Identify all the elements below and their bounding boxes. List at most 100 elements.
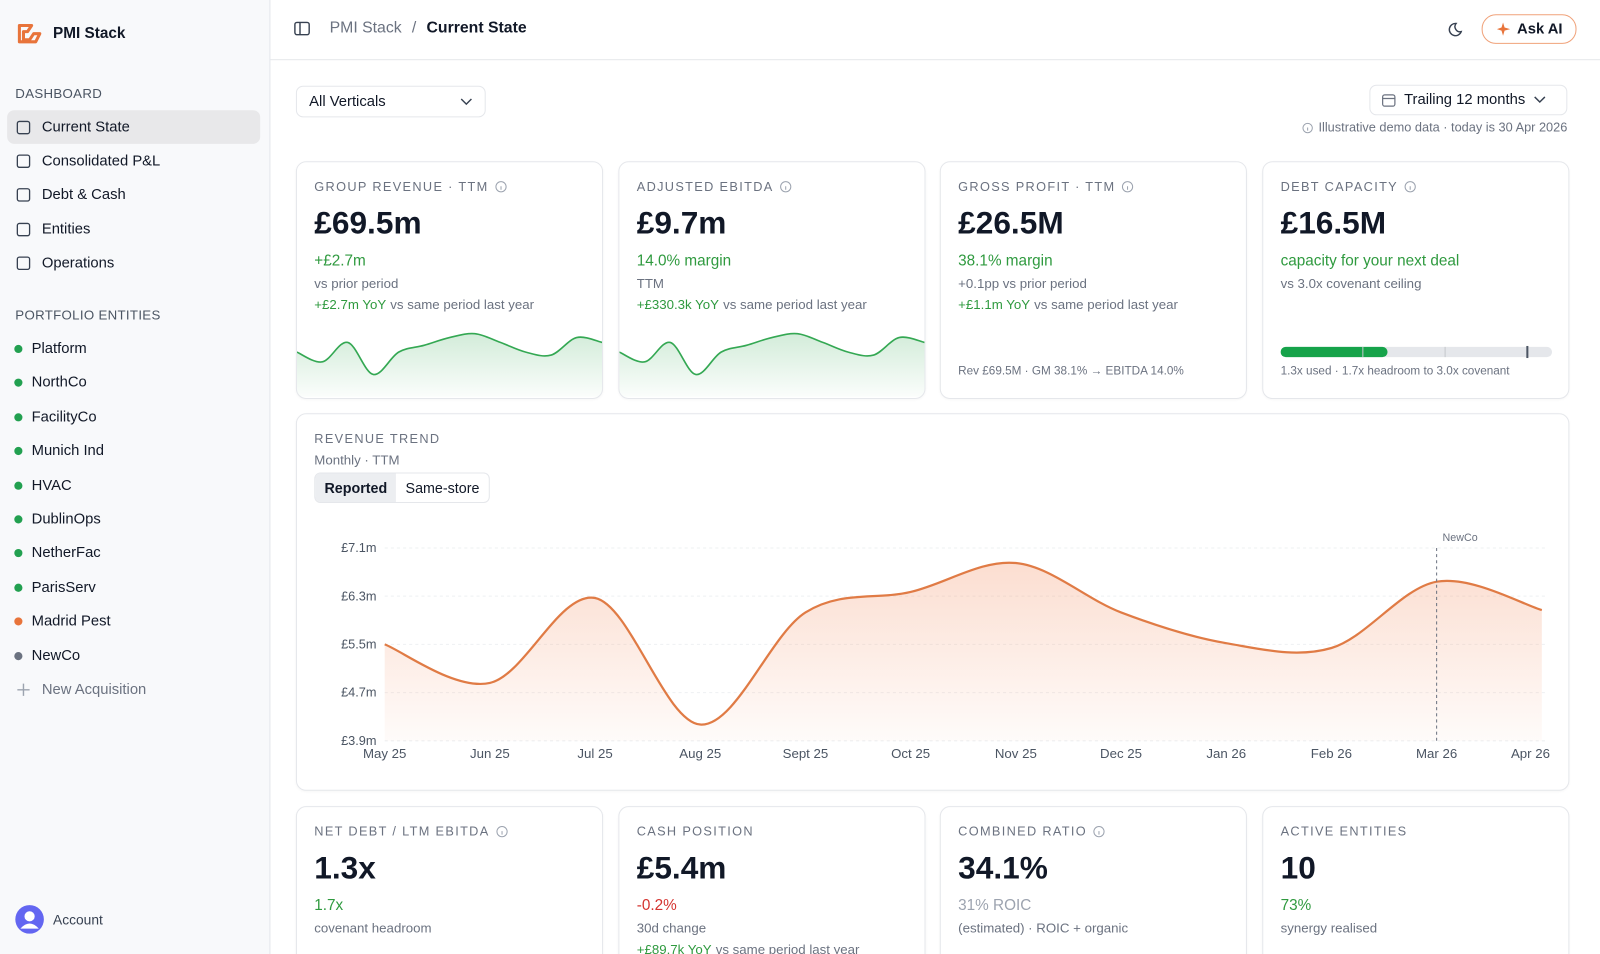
kpi-label: DEBT CAPACITY	[1281, 180, 1417, 194]
entity-item[interactable]: HVAC	[14, 473, 72, 497]
nav-item[interactable]: Consolidated P&L	[7, 144, 260, 178]
kpi-sub: 30d change	[636, 920, 707, 936]
entity-dot	[14, 617, 23, 626]
period-select[interactable]: Trailing 12 months	[1369, 84, 1568, 116]
kpi-value: 1.3x	[314, 849, 376, 886]
kpi-label-text: NET DEBT / LTM EBITDA	[314, 824, 490, 839]
nav-label: Operations	[41, 255, 115, 272]
kpi-label-text: CASH POSITION	[636, 824, 754, 839]
yoy-delta: +£1.1m YoY	[958, 296, 1031, 313]
new-acquisition-label: New Acquisition	[41, 681, 147, 698]
entity-item[interactable]: FacilityCo	[14, 405, 97, 429]
nav-icon	[16, 120, 31, 134]
breadcrumb-separator: /	[411, 19, 417, 37]
entity-dot	[14, 378, 23, 388]
icon-shape	[1404, 181, 1416, 193]
sidebar: PMI Stack DASHBOARD PORTFOLIO ENTITIES N…	[0, 0, 271, 954]
nav-item[interactable]: Operations	[7, 247, 260, 281]
entity-dot	[14, 651, 23, 660]
icon-shape	[16, 256, 31, 271]
toggle-option[interactable]: Reported	[315, 473, 397, 503]
sparkle-icon	[1496, 21, 1510, 36]
nav-item[interactable]: Debt & Cash	[7, 178, 260, 212]
kpi-highlight: +£2.7m	[314, 252, 366, 270]
entity-item[interactable]: ParisServ	[14, 575, 96, 599]
nav-item[interactable]: Current State	[7, 110, 261, 144]
kpi-value: £69.5m	[314, 205, 422, 241]
avatar	[15, 905, 44, 934]
kpi-card: NET DEBT / LTM EBITDA 1.3x 1.7x covenant he…	[295, 806, 604, 954]
kpi-sub: vs 3.0x covenant ceiling	[1280, 275, 1422, 291]
vertical-value: All Verticals	[309, 93, 386, 110]
kpi-sub: +0.1pp vs prior period	[958, 275, 1087, 291]
kpi-highlight: capacity for your next deal	[1280, 252, 1460, 270]
icon-shape	[16, 188, 31, 202]
kpi-label: CASH POSITION	[637, 824, 754, 838]
icon-shape	[780, 181, 792, 193]
ask-ai-button[interactable]: Ask AI	[1481, 14, 1577, 44]
account-label: Account	[53, 911, 103, 928]
icon-shape	[16, 120, 31, 134]
brand: PMI Stack	[53, 24, 126, 42]
kpi-card: ACTIVE ENTITIES 10 73% synergy realised	[1262, 806, 1570, 954]
entity-item[interactable]: DublinOps	[14, 507, 101, 531]
entity-item[interactable]: Munich Ind	[14, 439, 104, 463]
kpi-value: 34.1%	[958, 849, 1048, 886]
revenue-trend-card: REVENUE TREND Monthly · TTM Reported Same…	[295, 413, 1570, 791]
kpi-sub: vs prior period	[314, 275, 399, 291]
nav-item[interactable]: Entities	[7, 212, 260, 246]
kpi-label-text: GROUP REVENUE · TTM	[314, 179, 489, 194]
info-icon	[495, 181, 507, 193]
sparkline-area	[619, 333, 925, 397]
entity-item[interactable]: Madrid Pest	[14, 609, 111, 633]
kpi-highlight: 1.7x	[314, 896, 344, 915]
sparkline-line	[619, 332, 925, 376]
kpi-sub: synergy realised	[1280, 920, 1378, 936]
nav-label: Consolidated P&L	[41, 152, 161, 170]
icon-shape	[496, 826, 508, 838]
account[interactable]: Account	[14, 904, 103, 935]
kpi-highlight: -0.2%	[636, 896, 677, 915]
yoy-delta: +£89.7k YoY	[636, 941, 712, 954]
nav-label: Entities	[41, 221, 91, 238]
demo-note-text: Illustrative demo data · today is 30 Apr…	[1318, 120, 1568, 135]
kpi-label-text: GROSS PROFIT · TTM	[958, 179, 1116, 194]
entity-item[interactable]: NorthCo	[14, 371, 87, 395]
kpi-footnote: Rev £69.5M · GM 38.1% → EBITDA 14.0%	[958, 365, 1184, 378]
kpi-label-text: ACTIVE ENTITIES	[1280, 824, 1408, 839]
kpi-value: £16.5M	[1280, 205, 1387, 241]
theme-toggle[interactable]	[1448, 20, 1466, 38]
sidebar-toggle[interactable]	[294, 20, 310, 36]
section-heading: PORTFOLIO ENTITIES	[15, 307, 161, 323]
kpi-label-text: COMBINED RATIO	[958, 824, 1088, 839]
kpi-label-text: ADJUSTED EBITDA	[636, 179, 774, 194]
toggle-option[interactable]: Same-store	[405, 479, 480, 496]
kpi-label: GROUP REVENUE · TTM	[314, 180, 507, 194]
new-acquisition[interactable]: New Acquisition	[7, 672, 260, 706]
entity-name: NewCo	[31, 647, 81, 664]
ask-ai-label: Ask AI	[1517, 20, 1563, 38]
sparkline-area	[296, 333, 603, 397]
entity-dot	[14, 549, 23, 558]
kpi-highlight: 31% ROIC	[958, 896, 1032, 915]
vertical-select[interactable]: All Verticals	[295, 85, 486, 118]
entity-name: DublinOps	[31, 511, 101, 528]
kpi-sub: TTM	[636, 275, 664, 291]
debt-gauge	[1280, 345, 1553, 359]
kpi-yoy: +£1.1m YoY vs same period last year	[958, 297, 1178, 312]
gauge-used	[1280, 346, 1388, 358]
nav-icon	[16, 154, 31, 168]
entity-item[interactable]: Platform	[14, 337, 87, 361]
kpi-footnote: 1.3x used · 1.7x headroom to 3.0x covena…	[1280, 365, 1510, 378]
info-icon	[1122, 181, 1134, 193]
demo-note: Illustrative demo data · today is 30 Apr…	[1302, 120, 1568, 135]
breadcrumb-item[interactable]: PMI Stack	[329, 19, 402, 37]
entity-item[interactable]: NewCo	[14, 643, 80, 667]
chevron	[460, 97, 472, 105]
plus-icon	[17, 683, 30, 696]
kpi-label: GROSS PROFIT · TTM	[958, 180, 1134, 194]
header: PMI Stack / Current State Ask AI	[270, 0, 1600, 61]
entity-item[interactable]: NetherFac	[14, 541, 101, 565]
kpi-label: ADJUSTED EBITDA	[637, 180, 792, 194]
